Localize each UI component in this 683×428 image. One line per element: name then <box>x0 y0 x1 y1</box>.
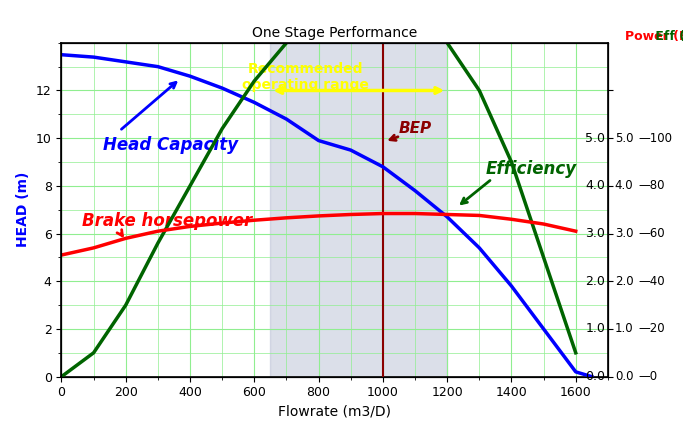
Text: 4.0: 4.0 <box>585 179 605 192</box>
Text: Head Capacity: Head Capacity <box>103 136 238 154</box>
Text: —0: —0 <box>639 370 658 383</box>
Text: 5.0: 5.0 <box>585 132 605 145</box>
Text: 5.0: 5.0 <box>615 132 633 145</box>
Text: Recommended
operating range: Recommended operating range <box>242 62 370 92</box>
Text: —80: —80 <box>639 179 665 192</box>
Text: 1.0: 1.0 <box>615 322 633 336</box>
Text: 1.0: 1.0 <box>585 322 605 336</box>
Text: 3.0: 3.0 <box>585 227 605 240</box>
Text: 4.0: 4.0 <box>615 179 633 192</box>
X-axis label: Flowrate (m3/D): Flowrate (m3/D) <box>278 405 391 419</box>
Y-axis label: HEAD (m): HEAD (m) <box>16 172 30 247</box>
Text: 2.0: 2.0 <box>585 275 605 288</box>
Text: Brake horsepower: Brake horsepower <box>83 212 253 230</box>
Text: —40: —40 <box>639 275 665 288</box>
Text: —100: —100 <box>639 132 673 145</box>
Text: 0.0: 0.0 <box>585 370 605 383</box>
Text: 3.0: 3.0 <box>615 227 633 240</box>
Text: 0.0: 0.0 <box>615 370 633 383</box>
Bar <box>270 43 447 377</box>
Text: —20: —20 <box>639 322 665 336</box>
Text: 2.0: 2.0 <box>615 275 633 288</box>
Text: Efficiency: Efficiency <box>486 160 577 178</box>
Text: Power (HP): Power (HP) <box>625 30 683 43</box>
Text: —60: —60 <box>639 227 665 240</box>
Text: Eff (%): Eff (%) <box>651 30 683 43</box>
Title: One Stage Performance: One Stage Performance <box>252 26 417 40</box>
Text: BEP: BEP <box>399 122 432 137</box>
